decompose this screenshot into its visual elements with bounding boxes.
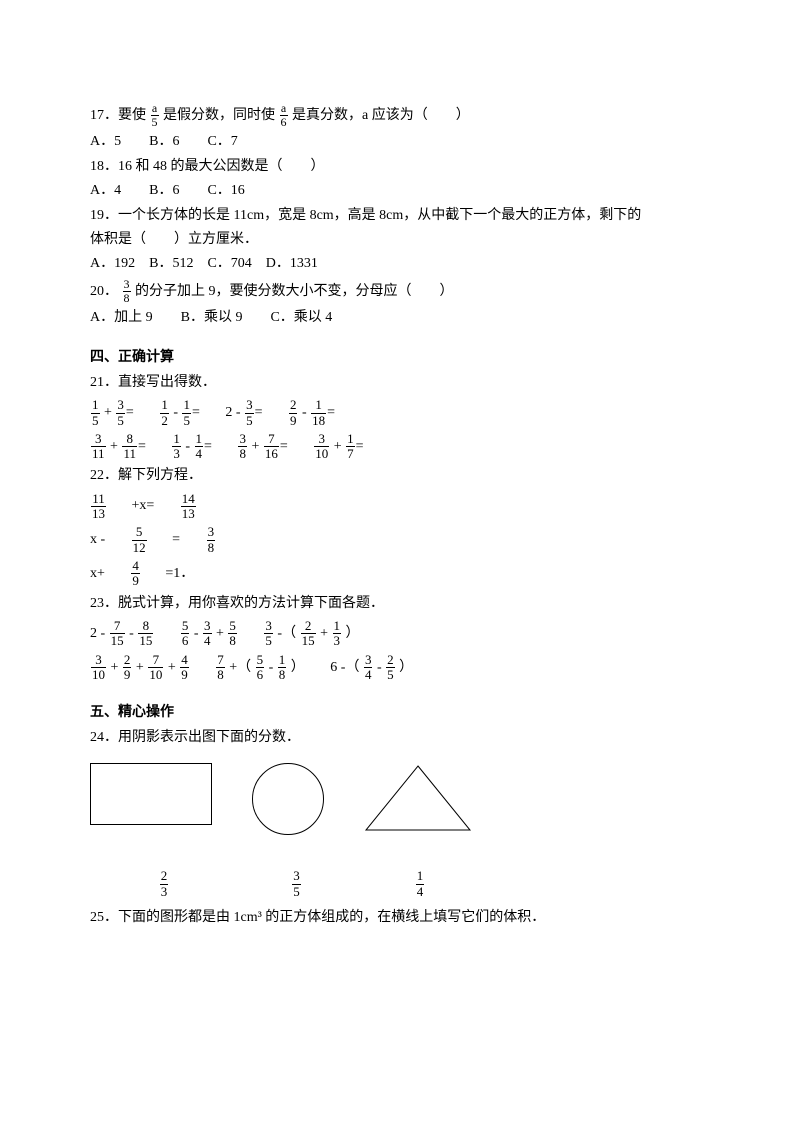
q21-r2-e4: 310 + 17= <box>313 432 363 462</box>
q24-label-2: 35 <box>242 869 352 899</box>
section5-heading: 五、精心操作 <box>90 702 703 724</box>
q23-row1: 2 - 715 - 815 56 - 34 + 58 35 -（ 215 + 1… <box>90 619 703 649</box>
q21-row1: 15 + 35= 12 - 15= 2 - 35= 29 - 118= <box>90 398 703 428</box>
q24-label-1: 23 <box>90 869 238 899</box>
q21-r1-e2: 12 - 15= <box>159 398 200 428</box>
q21-r2-e2: 13 - 14= <box>171 432 212 462</box>
q19-l2: 体积是（ ）立方厘米． <box>90 229 703 251</box>
q22-e1: 1113 +x= 1413 <box>90 492 703 522</box>
q21-title: 21．直接写出得数． <box>90 372 703 394</box>
q17-options: A．5 B．6 C．7 <box>90 131 703 153</box>
q17-suffix: 是真分数，a 应该为（ ） <box>292 108 470 123</box>
q23-r1-e3: 35 -（ 215 + 13 ） <box>263 619 359 649</box>
q22-title: 22．解下列方程． <box>90 465 703 487</box>
q17-mid1: 是假分数，同时使 <box>163 108 275 123</box>
q24-shapes <box>90 763 703 841</box>
q20-suffix: 的分子加上 9，要使分数大小不变，分母应（ ） <box>135 284 454 299</box>
q21-r2-e3: 38 + 716= <box>237 432 287 462</box>
q22-e3: x+ 49 =1． <box>90 559 703 589</box>
shape-circle <box>252 763 324 835</box>
q23-r2-e2: 78 +（ 56 - 18 ） <box>215 653 305 683</box>
q24-title: 24．用阴影表示出图下面的分数． <box>90 727 703 749</box>
q17-frac2: a6 <box>280 102 288 129</box>
q17: 17．要使 a5 是假分数，同时使 a6 是真分数，a 应该为（ ） <box>90 102 703 129</box>
q23-r2-e1: 310 + 29 + 710 + 49 <box>90 653 190 683</box>
q23-row2: 310 + 29 + 710 + 49 78 +（ 56 - 18 ） 6 -（… <box>90 653 703 683</box>
q24-labels: 23 35 14 <box>90 869 703 899</box>
q22-e2: x - 512 = 38 <box>90 525 703 555</box>
q21-r2-e1: 311 + 811= <box>90 432 146 462</box>
q18-options: A．4 B．6 C．16 <box>90 180 703 202</box>
q23-r1-e2: 56 - 34 + 58 <box>180 619 238 649</box>
section4-heading: 四、正确计算 <box>90 347 703 369</box>
q25-title: 25．下面的图形都是由 1cm³ 的正方体组成的，在横线上填写它们的体积． <box>90 907 703 929</box>
q20-options: A．加上 9 B．乘以 9 C．乘以 4 <box>90 307 703 329</box>
triangle-icon <box>363 763 473 833</box>
q20-frac: 38 <box>123 278 131 305</box>
q20: 20． 38 的分子加上 9，要使分数大小不变，分母应（ ） <box>90 278 703 305</box>
q23-r2-e3: 6 -（ 34 - 25 ） <box>330 653 413 683</box>
q24-label-3: 14 <box>355 869 485 899</box>
page: 17．要使 a5 是假分数，同时使 a6 是真分数，a 应该为（ ） A．5 B… <box>0 0 793 971</box>
q17-frac1: a5 <box>151 102 159 129</box>
q19-l1: 19．一个长方体的长是 11cm，宽是 8cm，高是 8cm，从中截下一个最大的… <box>90 205 703 227</box>
q17-prefix: 17．要使 <box>90 108 146 123</box>
q21-row2: 311 + 811= 13 - 14= 38 + 716= 310 + 17= <box>90 432 703 462</box>
q23-r1-e1: 2 - 715 - 815 <box>90 619 154 649</box>
q20-prefix: 20． <box>90 284 118 299</box>
q21-r1-e3: 2 - 35= <box>225 398 262 428</box>
q23-title: 23．脱式计算，用你喜欢的方法计算下面各题． <box>90 593 703 615</box>
q21-r1-e4: 29 - 118= <box>288 398 335 428</box>
shape-triangle <box>363 763 473 841</box>
shape-rectangle <box>90 763 212 825</box>
q18: 18．16 和 48 的最大公因数是（ ） <box>90 156 703 178</box>
q19-options: A．192 B．512 C．704 D．1331 <box>90 253 703 275</box>
q21-r1-e1: 15 + 35= <box>90 398 134 428</box>
